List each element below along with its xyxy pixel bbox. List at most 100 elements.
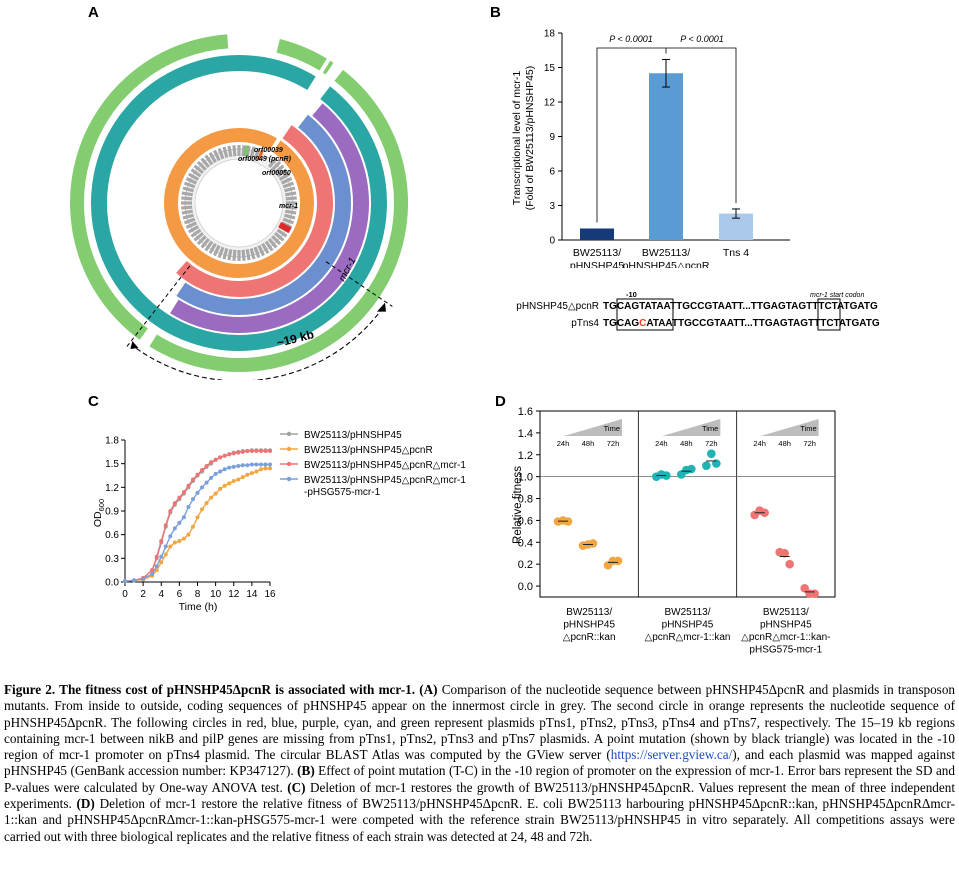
ring-ptns1-segment-0 [176, 125, 333, 297]
cds-tick [208, 151, 217, 164]
c-series-point-3 [254, 462, 259, 467]
ylabel-line1: Transcriptional level of mcr-1 [511, 71, 523, 206]
cds-tick [183, 181, 196, 189]
c-series-point-3 [218, 469, 223, 474]
d-time-label: Time [800, 424, 816, 433]
c-series-point-3 [177, 520, 182, 525]
plasmid-rings [70, 34, 409, 372]
c-series-point-1 [258, 467, 263, 472]
c-ytick-label: 1.5 [105, 459, 119, 470]
c-series-point-1 [240, 475, 245, 480]
orf00050-label: orf00050 [262, 170, 291, 177]
c-legend-label-cont: -pHSG575-mcr-1 [304, 487, 381, 498]
c-series-point-1 [172, 540, 177, 545]
c-series-point-3 [268, 462, 272, 467]
c-series-point-1 [218, 486, 223, 491]
c-series-point-1 [181, 536, 186, 541]
d-ytick-label: 0.6 [518, 515, 533, 527]
d-group-label: pHNSHP45 [563, 620, 615, 631]
c-series-point-1 [227, 481, 232, 486]
orf00049-pcnr-label: orf00049 (pcnR) [238, 156, 292, 163]
cds-tick [273, 164, 285, 175]
cds-tick [285, 205, 297, 210]
d-group-label: BW25113/ [763, 607, 809, 618]
c-ytick-label: 0.9 [105, 507, 119, 518]
ring-ptns2-segment-0 [176, 114, 351, 315]
c-series-point-3 [222, 467, 227, 472]
c-series-point-1 [200, 507, 205, 512]
b-ytick-label: 18 [544, 29, 556, 40]
origin-separator [263, 53, 334, 162]
d-group-label: △pcnR△mcr-1::kan- [741, 632, 830, 643]
cds-tick [232, 249, 237, 261]
c-series-point-2 [268, 449, 272, 454]
c-series-point-1 [222, 483, 227, 488]
c-series-point-2 [163, 523, 168, 528]
cds-tick [280, 177, 293, 185]
c-series-point-1 [231, 479, 236, 484]
c-series-point-3 [213, 471, 218, 476]
b-pvalue-2: P < 0.0001 [680, 34, 723, 44]
d-plot-frame [539, 410, 836, 598]
cds-tick [196, 235, 207, 246]
panel-d-letter: D [495, 393, 506, 410]
cds-tick [227, 145, 233, 157]
cds-tick [204, 154, 214, 166]
c-series-point-1 [204, 501, 209, 506]
ylabel-line2: (Fold of BW25113/pHNSHP45) [524, 66, 536, 211]
c-series-point-1 [195, 515, 200, 520]
cds-tick [217, 147, 225, 160]
c-series-point-3 [132, 578, 137, 583]
cds-tick [181, 196, 193, 201]
ring-ptns4-segment-1 [238, 55, 318, 92]
cds-tick [285, 191, 297, 197]
c-series-point-3 [204, 480, 209, 485]
c-series-point-2 [181, 490, 186, 495]
gview-link[interactable]: https://server.gview.ca/ [610, 747, 733, 763]
c-ytick-label: 0.3 [105, 554, 119, 565]
ring-ptns4-segment-0 [91, 55, 387, 351]
c-series-point-3 [150, 572, 155, 577]
cds-tick [181, 205, 193, 210]
span-arrow-right [377, 302, 387, 312]
cds-tick [200, 237, 211, 249]
b-category-label-2: pHNSHP45 [570, 260, 624, 268]
seq-bottom: TGCAGCATAATTGCCGTAATT...TTGAGTAGTTTCTATG… [603, 318, 880, 329]
c-series-point-2 [227, 452, 232, 457]
c-legend-marker [286, 431, 292, 437]
c-ytick-label: 0.0 [105, 578, 119, 589]
c-series-point-2 [190, 477, 195, 482]
cds-tick [182, 213, 195, 220]
c-series-point-1 [190, 524, 195, 529]
c-series-point-2 [195, 472, 200, 477]
c-series-point-2 [240, 449, 245, 454]
c-series-point-2 [236, 450, 241, 455]
cds-tick [241, 145, 246, 157]
b-bar-0 [580, 228, 614, 240]
cds-tick [285, 196, 297, 201]
cds-tick [183, 217, 196, 225]
d-ytick-label: 0.4 [518, 537, 533, 549]
d-point-group-2 [780, 548, 789, 558]
c-series-point-1 [186, 532, 191, 537]
c-series-point-3 [200, 485, 205, 490]
c-series-point-2 [254, 449, 259, 454]
d-group-label: pHNSHP45 [662, 620, 714, 631]
c-series-point-1 [168, 544, 173, 549]
cds-tick [249, 247, 256, 260]
seq-top: TGCAGTATAATTGCCGTAATT...TTGAGTAGTTTCTATG… [603, 301, 878, 312]
transcription-bar-chart: 0369121518BW25113/pHNSHP45BW25113/pHNSHP… [511, 29, 790, 268]
orf00039-gene [243, 145, 250, 157]
d-point-group-1 [707, 449, 716, 458]
b-bar-1 [649, 73, 683, 240]
c-legend-label: BW25113/pHNSHP45△pcnR△mcr-1 [304, 460, 466, 471]
c-xtick-label: 8 [195, 589, 201, 600]
b-ytick-label: 12 [544, 98, 556, 109]
ring-ptns7-segment-0 [149, 69, 409, 372]
relative-fitness-chart: 0.0 0.2 0.4 0.6 0.8 1.0 1.2 1.4 1.6 Time 24h 48h 72h… [512, 406, 836, 656]
d-time-tick: 48h [582, 439, 595, 448]
d-group-label: △pcnR::kan [563, 632, 616, 643]
d-time-tick: 72h [803, 439, 816, 448]
c-series-point-1 [268, 466, 272, 471]
cds-tick [253, 246, 261, 259]
